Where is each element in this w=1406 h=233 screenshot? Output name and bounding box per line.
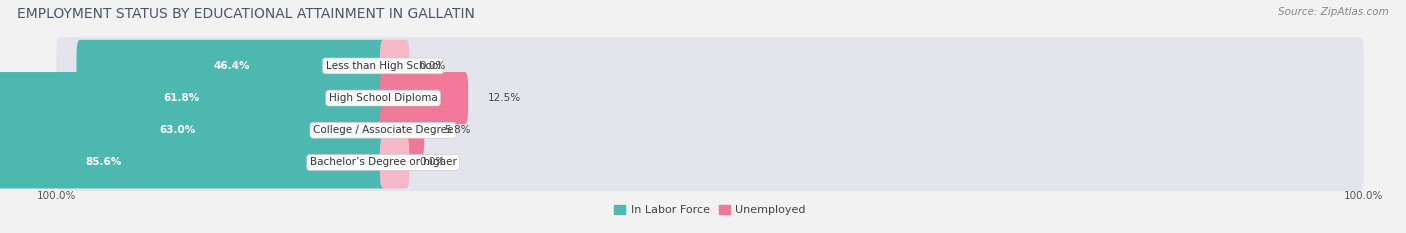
- Text: 46.4%: 46.4%: [214, 61, 250, 71]
- FancyBboxPatch shape: [56, 102, 1364, 159]
- Text: College / Associate Degree: College / Associate Degree: [314, 125, 453, 135]
- Text: 63.0%: 63.0%: [159, 125, 195, 135]
- FancyBboxPatch shape: [380, 72, 468, 124]
- FancyBboxPatch shape: [380, 136, 409, 188]
- FancyBboxPatch shape: [76, 40, 387, 92]
- Text: 5.8%: 5.8%: [444, 125, 471, 135]
- Text: 61.8%: 61.8%: [163, 93, 200, 103]
- Text: 0.0%: 0.0%: [419, 61, 446, 71]
- FancyBboxPatch shape: [56, 37, 1364, 95]
- Text: 0.0%: 0.0%: [419, 158, 446, 168]
- Text: EMPLOYMENT STATUS BY EDUCATIONAL ATTAINMENT IN GALLATIN: EMPLOYMENT STATUS BY EDUCATIONAL ATTAINM…: [17, 7, 475, 21]
- Text: High School Diploma: High School Diploma: [329, 93, 437, 103]
- FancyBboxPatch shape: [380, 104, 425, 156]
- FancyBboxPatch shape: [56, 69, 1364, 127]
- FancyBboxPatch shape: [0, 136, 387, 188]
- Text: Less than High School: Less than High School: [326, 61, 440, 71]
- Text: Bachelor’s Degree or higher: Bachelor’s Degree or higher: [309, 158, 457, 168]
- Text: 12.5%: 12.5%: [488, 93, 520, 103]
- FancyBboxPatch shape: [56, 134, 1364, 191]
- Text: Source: ZipAtlas.com: Source: ZipAtlas.com: [1278, 7, 1389, 17]
- Legend: In Labor Force, Unemployed: In Labor Force, Unemployed: [610, 200, 810, 219]
- FancyBboxPatch shape: [0, 104, 387, 156]
- FancyBboxPatch shape: [0, 72, 387, 124]
- FancyBboxPatch shape: [380, 40, 409, 92]
- Text: 85.6%: 85.6%: [86, 158, 121, 168]
